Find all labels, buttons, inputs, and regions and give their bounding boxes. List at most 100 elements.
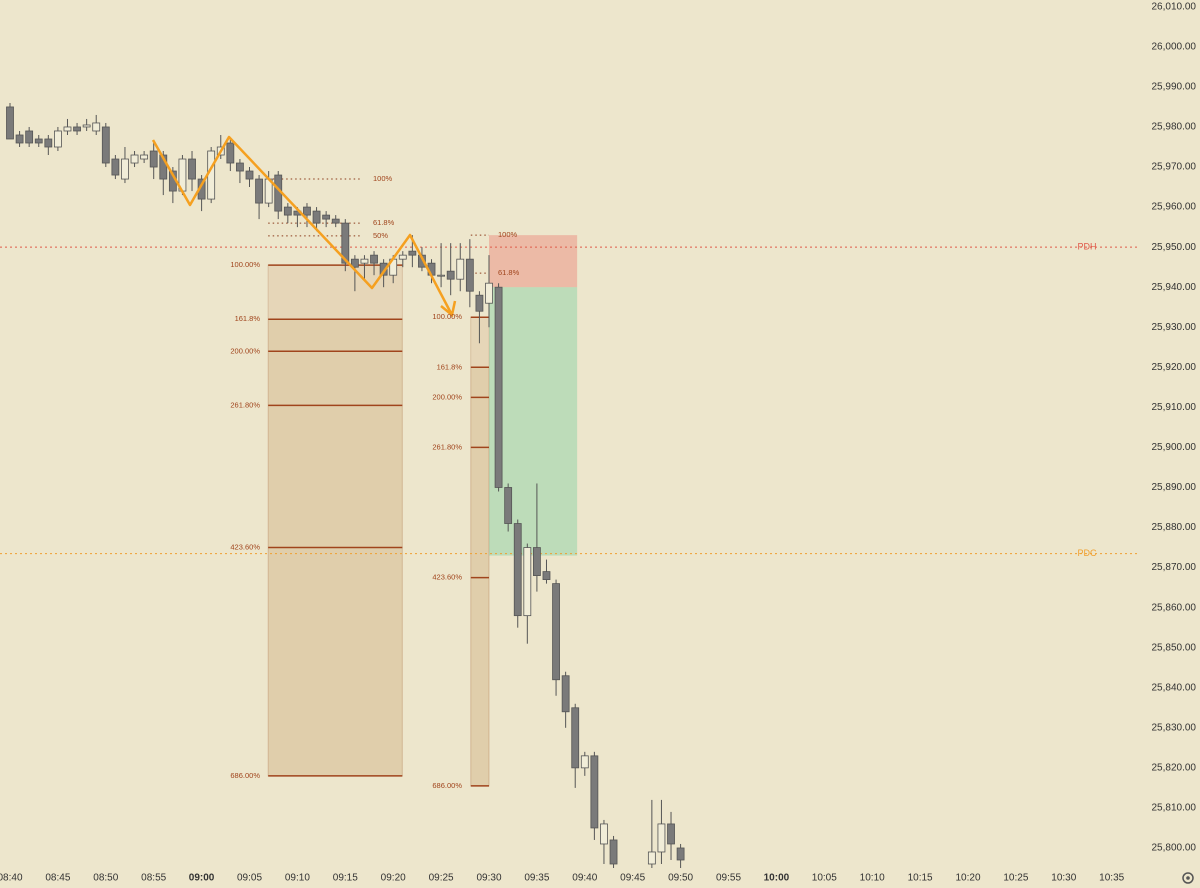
candle-body	[54, 130, 62, 148]
candle-body	[245, 170, 254, 180]
candle-body	[159, 154, 168, 180]
candle-body	[188, 158, 196, 180]
gear-center	[1186, 876, 1190, 880]
x-tick-label: 10:05	[812, 873, 837, 884]
candle-body	[236, 162, 244, 172]
fib-zone	[470, 316, 490, 787]
y-tick-label: 25,810.00	[1152, 803, 1197, 814]
candle-body	[609, 839, 618, 865]
candle-body	[121, 158, 129, 180]
candle-body	[504, 487, 513, 524]
x-tick-label: 09:40	[572, 873, 597, 884]
fib-label: 161.8%	[235, 314, 261, 323]
candle-body	[226, 142, 235, 164]
x-tick-label: 09:35	[524, 873, 549, 884]
fib-label: 100.00%	[230, 260, 260, 269]
fib-label: 423.60%	[432, 573, 462, 582]
x-tick-label: 08:55	[141, 873, 166, 884]
candle-body	[667, 823, 675, 845]
y-tick-label: 25,870.00	[1152, 562, 1197, 573]
candle-body	[101, 126, 110, 164]
y-tick-label: 25,890.00	[1152, 482, 1197, 493]
candle-body	[523, 547, 532, 617]
y-tick-label: 25,860.00	[1152, 602, 1197, 613]
candle-body	[255, 178, 263, 204]
candle-body	[590, 755, 599, 829]
candle-body	[600, 823, 608, 845]
x-tick-label: 10:10	[860, 873, 885, 884]
candle-body	[370, 254, 378, 264]
candle-body	[341, 222, 350, 264]
y-tick-label: 25,960.00	[1152, 202, 1197, 213]
fib-label: 100.00%	[432, 312, 462, 321]
y-tick-label: 25,950.00	[1152, 242, 1197, 253]
candle-body	[465, 258, 474, 292]
candle-body	[6, 106, 14, 140]
x-tick-label: 08:40	[0, 873, 23, 884]
arrow-head	[440, 300, 457, 318]
candle-body	[312, 210, 321, 224]
fib-label: 200.00%	[432, 392, 462, 401]
x-tick-label: 10:00	[764, 873, 790, 884]
candle-body	[456, 258, 465, 280]
x-tick-label: 09:20	[381, 873, 406, 884]
candle-body	[580, 755, 589, 769]
fib-label: 423.60%	[230, 543, 260, 552]
candle-body	[533, 547, 541, 576]
fib-label: 100%	[373, 174, 393, 183]
candle-body	[475, 294, 484, 312]
y-tick-label: 25,930.00	[1152, 322, 1197, 333]
candle-body	[398, 254, 407, 260]
y-tick-label: 26,010.00	[1152, 1, 1197, 12]
fib-label: 61.8%	[498, 268, 520, 277]
candle-body	[437, 274, 446, 277]
fib-label: 100%	[498, 230, 518, 239]
candle-body	[130, 154, 139, 164]
candle-body	[322, 214, 331, 220]
candle-body	[140, 154, 149, 160]
x-tick-label: 09:45	[620, 873, 645, 884]
candle-body	[303, 206, 311, 216]
fib-zone	[267, 264, 403, 777]
y-tick-label: 25,900.00	[1152, 442, 1197, 453]
candle-body	[513, 523, 522, 617]
candle-body	[111, 158, 120, 176]
fib-label: 686.00%	[230, 771, 260, 780]
fib-label: 200.00%	[230, 346, 260, 355]
gear[interactable]	[1182, 872, 1194, 884]
x-tick-label: 09:25	[429, 873, 454, 884]
fib-label: 61.8%	[373, 218, 395, 227]
candle-body	[552, 583, 560, 681]
settings-icon[interactable]	[1182, 872, 1194, 884]
y-tick-label: 25,850.00	[1152, 642, 1197, 653]
stop-zone	[489, 235, 578, 288]
x-tick-label: 09:05	[237, 873, 262, 884]
candle-body	[494, 286, 503, 488]
candle-body	[207, 150, 216, 200]
x-tick-label: 09:00	[189, 873, 215, 884]
candle-body	[350, 258, 359, 268]
x-tick-label: 09:30	[476, 873, 501, 884]
candle-body	[408, 250, 417, 256]
candle-body	[82, 124, 91, 128]
fib-label: 50%	[373, 231, 388, 240]
y-tick-label: 25,880.00	[1152, 522, 1197, 533]
y-tick-label: 25,920.00	[1152, 362, 1197, 373]
level-label: PDC	[1077, 548, 1097, 558]
y-tick-label: 25,910.00	[1152, 402, 1197, 413]
zigzag-drawing	[151, 135, 454, 316]
candle-body	[561, 675, 570, 713]
candle-body	[73, 126, 81, 132]
x-tick-label: 09:10	[285, 873, 310, 884]
candle-body	[647, 851, 656, 865]
candle-body	[379, 262, 388, 276]
fib-label: 686.00%	[432, 781, 462, 790]
candle-body	[485, 282, 493, 304]
candle-body	[63, 126, 72, 132]
y-tick-label: 25,990.00	[1152, 82, 1197, 93]
y-tick-label: 25,830.00	[1152, 722, 1197, 733]
candle-body	[446, 270, 455, 280]
candle-body	[44, 138, 53, 148]
level-label: PDH	[1077, 242, 1096, 252]
